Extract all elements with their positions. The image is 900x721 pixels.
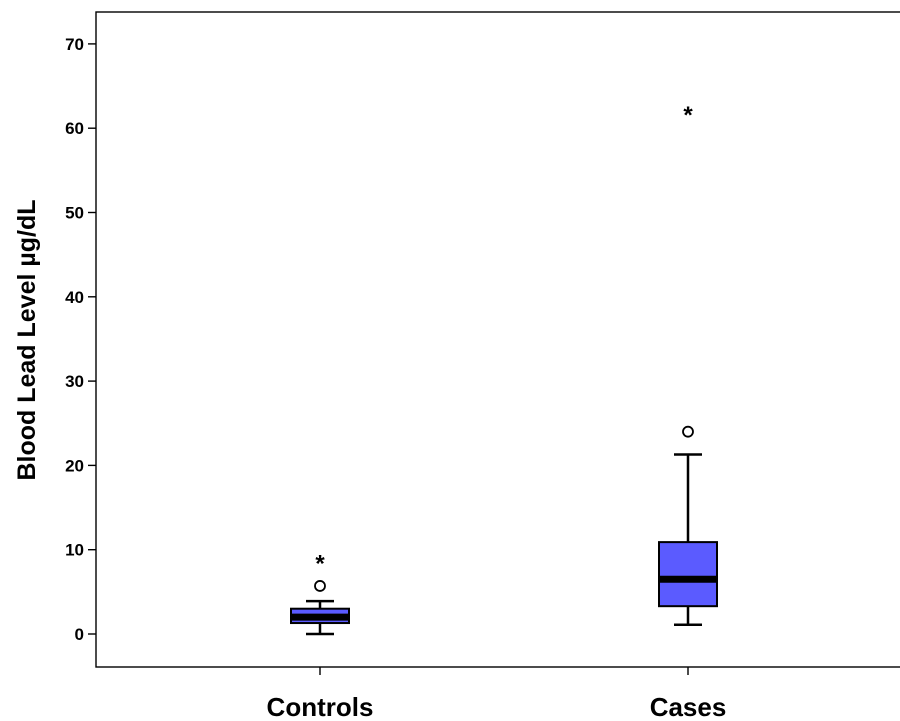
y-axis-label: Blood Lead Level µg/dL	[13, 199, 41, 480]
extreme-point: *	[315, 551, 325, 578]
box-group-controls: *	[290, 551, 350, 636]
y-tick-label: 40	[65, 288, 84, 307]
boxes-layer: **	[290, 102, 718, 636]
y-tick-label: 10	[65, 541, 84, 560]
plot-frame	[95, 11, 900, 668]
box-group-cases: *	[658, 102, 718, 626]
outlier-point	[682, 425, 694, 438]
x-tick-label: Cases	[650, 692, 727, 721]
y-tick-label: 20	[65, 456, 84, 475]
y-tick-label: 50	[65, 204, 84, 223]
y-tick-label: 30	[65, 372, 84, 391]
outlier-point	[314, 580, 326, 592]
x-axis: Controls Cases	[267, 667, 727, 721]
y-tick-label: 0	[75, 625, 84, 644]
y-axis: 0 10 20 30 40 50 60 70	[65, 35, 96, 644]
iqr-box	[658, 541, 718, 608]
x-tick-label: Controls	[267, 692, 374, 721]
y-tick-label: 70	[65, 35, 84, 54]
extreme-point: *	[683, 102, 693, 129]
y-tick-label: 60	[65, 119, 84, 138]
